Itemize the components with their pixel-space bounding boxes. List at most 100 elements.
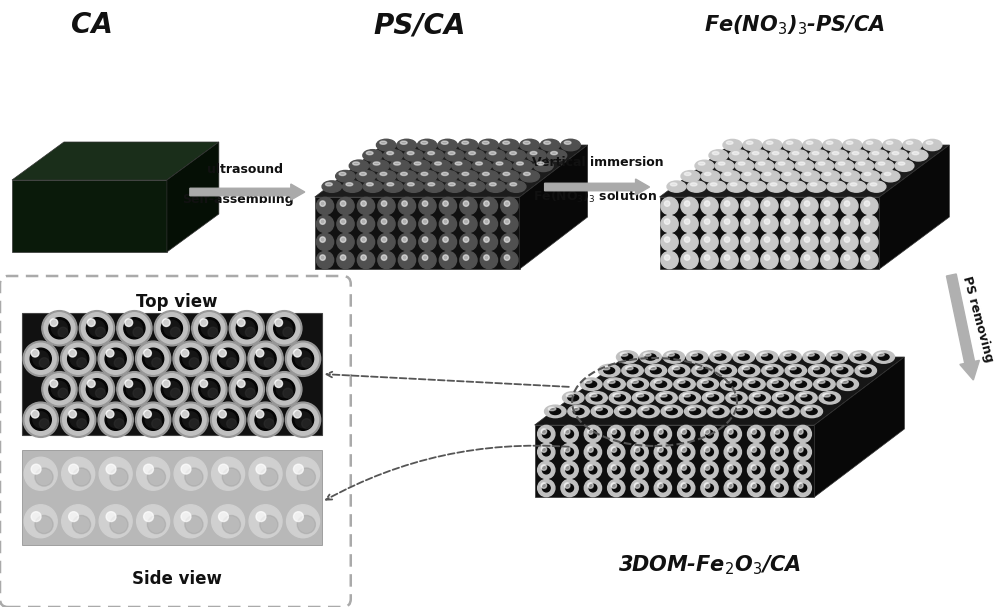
Circle shape [220, 351, 236, 367]
Ellipse shape [738, 162, 745, 165]
Circle shape [292, 409, 314, 430]
Circle shape [741, 233, 758, 251]
Ellipse shape [789, 150, 808, 161]
Circle shape [99, 457, 132, 490]
Circle shape [185, 468, 203, 486]
Ellipse shape [615, 395, 625, 401]
Ellipse shape [866, 141, 873, 144]
Ellipse shape [684, 405, 706, 418]
Circle shape [137, 505, 170, 538]
Circle shape [841, 215, 858, 232]
Ellipse shape [708, 395, 719, 401]
Circle shape [170, 388, 180, 398]
Ellipse shape [489, 183, 496, 186]
Ellipse shape [636, 393, 644, 397]
Circle shape [659, 484, 667, 492]
Ellipse shape [732, 152, 739, 155]
Circle shape [110, 515, 128, 534]
Ellipse shape [747, 181, 766, 192]
Circle shape [231, 313, 262, 344]
Circle shape [79, 371, 115, 407]
Ellipse shape [778, 395, 788, 401]
Circle shape [781, 251, 798, 269]
Circle shape [180, 409, 201, 430]
Circle shape [124, 317, 145, 339]
Circle shape [275, 380, 283, 387]
Ellipse shape [604, 378, 625, 390]
Ellipse shape [864, 172, 871, 175]
Ellipse shape [733, 351, 755, 363]
Circle shape [79, 311, 115, 346]
Ellipse shape [523, 172, 530, 175]
Circle shape [267, 311, 302, 346]
Ellipse shape [814, 378, 835, 390]
Ellipse shape [627, 367, 638, 374]
Circle shape [784, 201, 790, 206]
Ellipse shape [756, 351, 778, 363]
Ellipse shape [690, 183, 697, 186]
Circle shape [175, 343, 206, 375]
Ellipse shape [796, 392, 817, 404]
Circle shape [752, 448, 760, 456]
Ellipse shape [830, 183, 837, 186]
Circle shape [538, 461, 555, 479]
Ellipse shape [668, 364, 690, 377]
Circle shape [589, 484, 597, 492]
Circle shape [776, 430, 783, 438]
Ellipse shape [731, 395, 742, 401]
Circle shape [588, 447, 593, 452]
Circle shape [678, 426, 695, 443]
Circle shape [227, 419, 237, 429]
Ellipse shape [404, 181, 424, 192]
Circle shape [292, 348, 314, 369]
Circle shape [126, 320, 142, 336]
Ellipse shape [783, 353, 791, 356]
Ellipse shape [469, 183, 476, 186]
Ellipse shape [776, 393, 784, 397]
Ellipse shape [729, 150, 748, 161]
Circle shape [681, 483, 687, 489]
Polygon shape [535, 357, 904, 425]
Circle shape [316, 251, 334, 269]
Ellipse shape [384, 181, 403, 192]
Ellipse shape [377, 171, 396, 182]
Ellipse shape [462, 141, 469, 144]
Circle shape [419, 233, 436, 251]
Ellipse shape [872, 152, 879, 155]
Circle shape [682, 484, 690, 492]
Ellipse shape [428, 152, 435, 155]
Ellipse shape [591, 395, 602, 401]
Ellipse shape [411, 160, 430, 172]
Circle shape [484, 255, 489, 260]
Text: Vertical immersion: Vertical immersion [532, 157, 663, 169]
Circle shape [751, 447, 756, 452]
Circle shape [96, 327, 105, 337]
Circle shape [636, 466, 643, 474]
Circle shape [31, 512, 41, 521]
Circle shape [89, 320, 105, 336]
Circle shape [748, 480, 765, 497]
Ellipse shape [674, 378, 695, 390]
Ellipse shape [695, 160, 714, 171]
Ellipse shape [704, 172, 711, 175]
Circle shape [774, 447, 780, 452]
Circle shape [192, 311, 227, 346]
Circle shape [682, 430, 690, 438]
Circle shape [771, 480, 788, 497]
Circle shape [744, 237, 750, 242]
Circle shape [608, 461, 625, 479]
Ellipse shape [853, 353, 861, 356]
Ellipse shape [810, 183, 817, 186]
Circle shape [42, 371, 77, 407]
Ellipse shape [701, 171, 720, 182]
Circle shape [463, 201, 469, 206]
Ellipse shape [627, 378, 649, 390]
Circle shape [381, 201, 387, 206]
Ellipse shape [698, 162, 705, 165]
Circle shape [381, 237, 387, 242]
Circle shape [704, 447, 710, 452]
Ellipse shape [445, 150, 464, 161]
Circle shape [844, 201, 850, 206]
Circle shape [463, 237, 469, 242]
Ellipse shape [843, 140, 862, 151]
